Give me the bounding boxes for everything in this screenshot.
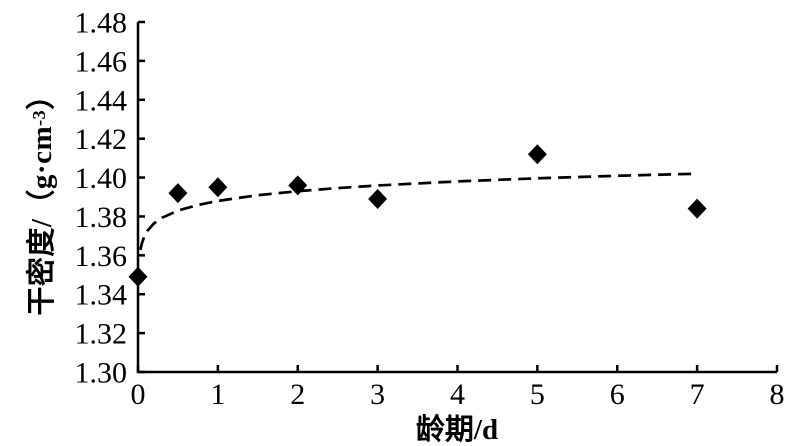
y-tick-label: 1.42 bbox=[75, 123, 128, 156]
y-axis-title: 干密度/（g·cm-3） bbox=[18, 80, 60, 315]
data-point-marker bbox=[168, 183, 188, 204]
x-tick-label: 2 bbox=[290, 378, 305, 411]
x-tick-label: 8 bbox=[770, 378, 785, 411]
y-tick-label: 1.44 bbox=[75, 84, 128, 117]
axis-frame bbox=[136, 22, 777, 374]
y-tick-label: 1.48 bbox=[75, 7, 128, 40]
data-point-marker bbox=[288, 175, 308, 196]
x-tick-label: 6 bbox=[610, 378, 625, 411]
y-tick-label: 1.34 bbox=[75, 279, 128, 312]
y-tick-label: 1.46 bbox=[75, 45, 128, 78]
y-axis-title-text: 干密度/（g·cm bbox=[26, 125, 58, 316]
trend-line bbox=[139, 172, 698, 251]
data-point-marker bbox=[527, 144, 547, 165]
x-tick-label: 7 bbox=[690, 378, 705, 411]
data-point-marker bbox=[208, 177, 228, 198]
x-tick-label: 0 bbox=[131, 378, 146, 411]
x-tick-label: 4 bbox=[450, 378, 465, 411]
y-tick-label: 1.38 bbox=[75, 201, 128, 234]
y-axis-title-superscript: -3 bbox=[29, 109, 49, 126]
data-point-marker bbox=[687, 198, 707, 219]
data-point-marker bbox=[128, 266, 148, 287]
x-tick-label: 3 bbox=[370, 378, 385, 411]
y-tick-label: 1.30 bbox=[75, 357, 128, 390]
x-axis-title: 龄期/d bbox=[415, 414, 499, 446]
y-tick-label: 1.40 bbox=[75, 162, 128, 195]
y-tick-label: 1.36 bbox=[75, 240, 128, 273]
data-point-marker bbox=[368, 188, 388, 209]
y-tick-label: 1.32 bbox=[75, 318, 128, 351]
x-tick-label: 5 bbox=[530, 378, 545, 411]
y-axis-title-close-paren: ） bbox=[26, 80, 58, 110]
x-tick-label: 1 bbox=[210, 378, 225, 411]
